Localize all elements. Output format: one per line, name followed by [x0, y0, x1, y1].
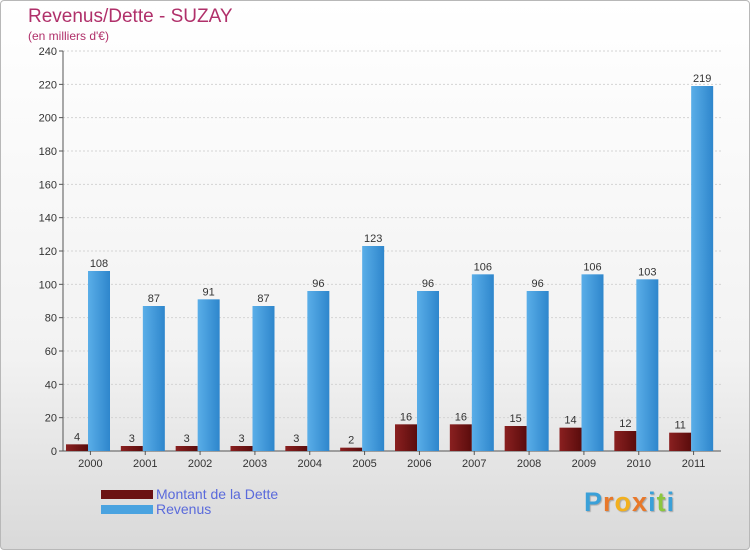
- bar-revenus: [362, 246, 385, 451]
- y-tick-label: 80: [45, 313, 57, 325]
- bar-revenus: [526, 291, 549, 451]
- proxiti-logo: Proxiti: [584, 487, 675, 518]
- x-tick-label: 2002: [188, 458, 212, 470]
- data-label: 3: [129, 433, 135, 445]
- y-tick-label: 100: [39, 279, 57, 291]
- bar-revenus: [197, 299, 220, 451]
- data-label: 96: [422, 278, 434, 290]
- bar-debt: [66, 444, 88, 451]
- x-tick-label: 2010: [627, 458, 651, 470]
- y-tick-label: 140: [39, 213, 57, 225]
- y-tick-label: 60: [45, 346, 57, 358]
- data-label: 3: [293, 433, 299, 445]
- bar-debt: [449, 424, 472, 451]
- logo-letter: x: [632, 487, 649, 517]
- chart-subtitle: (en milliers d'€): [28, 29, 109, 43]
- data-label: 108: [90, 258, 108, 270]
- axes: 0 20 40 60 80 100 120 140 160 180 200 220 240 2000 200…: [39, 46, 721, 470]
- bar-revenus: [307, 291, 330, 451]
- bar-revenus: [691, 86, 714, 451]
- y-tick-label: 20: [45, 413, 57, 425]
- bar-revenus: [471, 274, 494, 451]
- data-label: 96: [312, 278, 324, 290]
- x-tick-label: 2011: [682, 458, 706, 470]
- data-label: 14: [564, 415, 576, 427]
- logo-letter: i: [666, 487, 676, 517]
- data-label: 16: [455, 411, 467, 423]
- y-tick-label: 120: [39, 246, 57, 258]
- y-tick-label: 240: [39, 46, 57, 58]
- bar-debt: [395, 424, 417, 451]
- x-tick-label: 2004: [298, 458, 322, 470]
- x-tick-label: 2007: [462, 458, 486, 470]
- y-tick-label: 0: [51, 446, 57, 458]
- data-label: 106: [583, 261, 601, 273]
- data-label: 123: [364, 233, 382, 245]
- legend-swatch-debt: [101, 490, 153, 499]
- x-tick-label: 2006: [407, 458, 431, 470]
- x-tick-label: 2008: [517, 458, 541, 470]
- bar-debt: [230, 446, 253, 451]
- data-label: 4: [74, 431, 80, 443]
- legend-swatch-revenus: [101, 505, 153, 514]
- bar-revenus: [417, 291, 439, 451]
- logo-letter: r: [603, 487, 615, 517]
- bar-debt: [120, 446, 143, 451]
- bar-revenus: [142, 306, 165, 451]
- bar-revenus: [88, 271, 110, 451]
- y-tick-label: 160: [39, 179, 57, 191]
- y-tick-label: 220: [39, 79, 57, 91]
- bar-debt: [340, 447, 363, 451]
- y-tick-label: 40: [45, 379, 57, 391]
- bar-debt: [614, 431, 637, 451]
- bars: [66, 86, 714, 451]
- data-labels: 4 108 3 87 3 91 3 87 3 96 2 123 16 96 16 106 15 96 14 106 12…: [74, 73, 711, 447]
- data-label: 3: [184, 433, 190, 445]
- logo-letter: i: [648, 487, 657, 517]
- x-tick-label: 2001: [133, 458, 157, 470]
- logo-letter: t: [656, 487, 667, 517]
- data-label: 219: [693, 73, 711, 85]
- x-tick-label: 2005: [352, 458, 376, 470]
- x-tick-label: 2009: [572, 458, 596, 470]
- data-label: 87: [257, 293, 269, 305]
- grid-lines: [63, 50, 721, 452]
- data-label: 15: [510, 413, 522, 425]
- chart-title: Revenus/Dette - SUZAY: [28, 6, 233, 27]
- y-tick-label: 200: [39, 113, 57, 125]
- bar-revenus: [252, 306, 275, 451]
- bar-debt: [559, 427, 582, 451]
- legend-label-revenus: Revenus: [156, 501, 212, 517]
- data-label: 103: [638, 266, 656, 278]
- logo-letter: o: [614, 487, 633, 517]
- data-label: 91: [203, 286, 215, 298]
- data-label: 87: [148, 293, 160, 305]
- bar-debt: [285, 446, 308, 451]
- bar-debt: [669, 432, 692, 451]
- data-label: 2: [348, 435, 354, 447]
- data-label: 96: [532, 278, 544, 290]
- x-tick-label: 2003: [243, 458, 267, 470]
- data-label: 11: [674, 420, 685, 432]
- bar-revenus: [636, 279, 659, 451]
- y-tick-label: 180: [39, 146, 57, 158]
- data-label: 16: [400, 411, 412, 423]
- data-label: 3: [238, 433, 244, 445]
- x-tick-label: 2000: [78, 458, 102, 470]
- bar-debt: [175, 446, 198, 451]
- logo-letter: P: [584, 487, 604, 517]
- data-label: 12: [619, 418, 631, 430]
- bar-debt: [504, 426, 527, 451]
- legend-label-debt: Montant de la Dette: [156, 486, 279, 502]
- data-label: 106: [474, 261, 492, 273]
- bar-revenus: [581, 274, 604, 451]
